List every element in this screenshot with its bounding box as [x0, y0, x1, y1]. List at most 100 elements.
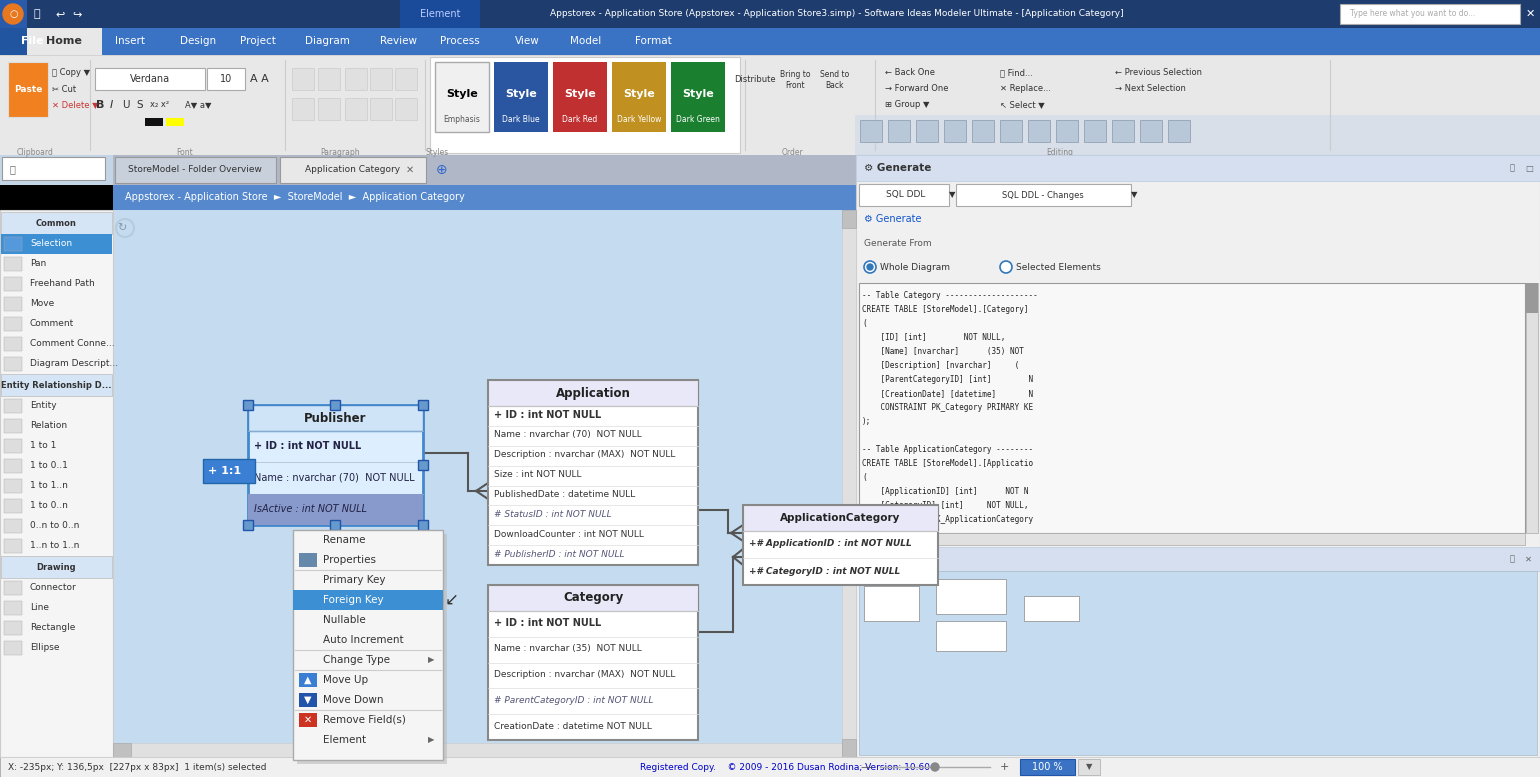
- Text: + ID : int NOT NULL: + ID : int NOT NULL: [254, 441, 362, 451]
- Text: Freehand Path: Freehand Path: [29, 280, 95, 288]
- Text: Connector: Connector: [29, 584, 77, 593]
- Text: Selected Elements: Selected Elements: [1016, 263, 1101, 271]
- Text: 📋 Copy ▼: 📋 Copy ▼: [52, 68, 91, 77]
- Text: # StatusID : int NOT NULL: # StatusID : int NOT NULL: [494, 510, 611, 519]
- Text: Bring to
Front: Bring to Front: [779, 70, 810, 89]
- Bar: [0, 757, 1540, 777]
- Text: ▶: ▶: [428, 656, 434, 664]
- Text: Insert: Insert: [116, 36, 145, 46]
- Bar: [0, 0, 28, 28]
- Bar: [2, 234, 112, 254]
- Text: ← Back One: ← Back One: [885, 68, 935, 77]
- Bar: [889, 120, 910, 142]
- Text: ▲: ▲: [305, 675, 311, 685]
- Text: Order: Order: [782, 148, 804, 157]
- Circle shape: [864, 261, 876, 273]
- Bar: [417, 460, 428, 470]
- Bar: [430, 57, 741, 153]
- Bar: [5, 641, 22, 655]
- Text: ⚙ Preview: ⚙ Preview: [864, 554, 924, 564]
- Text: # PublisherID : int NOT NULL: # PublisherID : int NOT NULL: [494, 549, 625, 559]
- Text: Common: Common: [35, 218, 77, 228]
- Text: X: -235px; Y: 136,5px  [227px x 83px]  1 item(s) selected: X: -235px; Y: 136,5px [227px x 83px] 1 i…: [8, 762, 266, 772]
- Bar: [5, 539, 22, 553]
- Text: 📌: 📌: [1511, 163, 1515, 172]
- Bar: [394, 68, 417, 90]
- Text: + 1:1: + 1:1: [208, 466, 242, 476]
- Text: 🔍 Find...: 🔍 Find...: [999, 68, 1033, 77]
- Text: Pan: Pan: [29, 260, 46, 269]
- Text: 📌: 📌: [1511, 555, 1515, 563]
- Bar: [293, 590, 444, 610]
- Text: [ApplicationID] [int]      NOT N: [ApplicationID] [int] NOT N: [862, 487, 1029, 496]
- Bar: [5, 357, 22, 371]
- Bar: [999, 120, 1023, 142]
- Text: [CreationDate] [datetime]       N: [CreationDate] [datetime] N: [862, 389, 1033, 398]
- Text: Drawing: Drawing: [35, 563, 75, 572]
- Bar: [5, 257, 22, 271]
- Text: [ID] [int]        NOT NULL,: [ID] [int] NOT NULL,: [862, 333, 1006, 342]
- Bar: [5, 519, 22, 533]
- Text: ✕ Delete ▼: ✕ Delete ▼: [52, 100, 99, 109]
- Text: Name : nvarchar (70)  NOT NULL: Name : nvarchar (70) NOT NULL: [254, 472, 414, 483]
- Text: Style: Style: [624, 89, 654, 99]
- Text: Change Type: Change Type: [323, 655, 390, 665]
- Bar: [417, 520, 428, 530]
- Text: Application: Application: [556, 386, 630, 399]
- Text: Move Down: Move Down: [323, 695, 383, 705]
- Text: SQL DDL - Changes: SQL DDL - Changes: [1003, 190, 1084, 200]
- Bar: [434, 62, 490, 132]
- Bar: [5, 601, 22, 615]
- Text: [Name] [nvarchar]      (35) NOT: [Name] [nvarchar] (35) NOT: [862, 347, 1024, 356]
- Text: Selection: Selection: [29, 239, 72, 249]
- Bar: [206, 68, 245, 90]
- Text: Diagram: Diagram: [305, 36, 350, 46]
- Text: A▼ a▼: A▼ a▼: [185, 100, 211, 109]
- Text: ✕: ✕: [1525, 9, 1535, 19]
- Text: ▼: ▼: [1086, 762, 1092, 772]
- Text: );: );: [862, 417, 872, 426]
- Bar: [972, 120, 993, 142]
- Bar: [488, 585, 698, 740]
- Text: Send to
Back: Send to Back: [821, 70, 850, 89]
- Bar: [864, 586, 919, 621]
- Bar: [944, 120, 966, 142]
- Text: Name : nvarchar (35)  NOT NULL: Name : nvarchar (35) NOT NULL: [494, 644, 642, 653]
- Bar: [856, 547, 1540, 571]
- Text: Dark Blue: Dark Blue: [502, 116, 541, 124]
- Text: ✕ Replace...: ✕ Replace...: [999, 84, 1050, 93]
- Bar: [488, 380, 698, 406]
- Text: Style: Style: [682, 89, 715, 99]
- Text: Style: Style: [447, 89, 477, 99]
- Text: Diagram Descript...: Diagram Descript...: [29, 360, 119, 368]
- Bar: [856, 155, 1540, 757]
- Text: Paragraph: Paragraph: [320, 148, 360, 157]
- Text: Application Category: Application Category: [305, 166, 400, 175]
- Bar: [166, 118, 183, 126]
- Bar: [5, 277, 22, 291]
- Text: 1 to 1: 1 to 1: [29, 441, 57, 451]
- Text: Whole Diagram: Whole Diagram: [879, 263, 950, 271]
- Text: Move: Move: [29, 299, 54, 308]
- Text: ▼: ▼: [949, 190, 955, 200]
- Text: A A: A A: [249, 74, 270, 84]
- Text: 1 to 0..n: 1 to 0..n: [29, 501, 68, 510]
- Bar: [0, 55, 1540, 155]
- Bar: [299, 693, 317, 707]
- Bar: [299, 553, 317, 567]
- Bar: [842, 739, 856, 757]
- Bar: [400, 0, 480, 28]
- Text: DownloadCounter : int NOT NULL: DownloadCounter : int NOT NULL: [494, 530, 644, 538]
- Text: Description : nvarchar (MAX)  NOT NULL: Description : nvarchar (MAX) NOT NULL: [494, 670, 676, 679]
- Text: ⚙ Generate: ⚙ Generate: [864, 214, 921, 224]
- Text: Element: Element: [323, 735, 367, 745]
- Text: Entity Relationship D...: Entity Relationship D...: [0, 381, 111, 389]
- Text: CONSTRAINT PK_ApplicationCategory: CONSTRAINT PK_ApplicationCategory: [862, 515, 1033, 524]
- Text: Dark Red: Dark Red: [562, 116, 598, 124]
- Bar: [299, 713, 317, 727]
- Bar: [317, 68, 340, 90]
- Bar: [95, 68, 205, 90]
- Text: [Description] [nvarchar]     (: [Description] [nvarchar] (: [862, 361, 1019, 370]
- Text: Generate From: Generate From: [864, 239, 932, 248]
- Text: ✕: ✕: [303, 715, 313, 725]
